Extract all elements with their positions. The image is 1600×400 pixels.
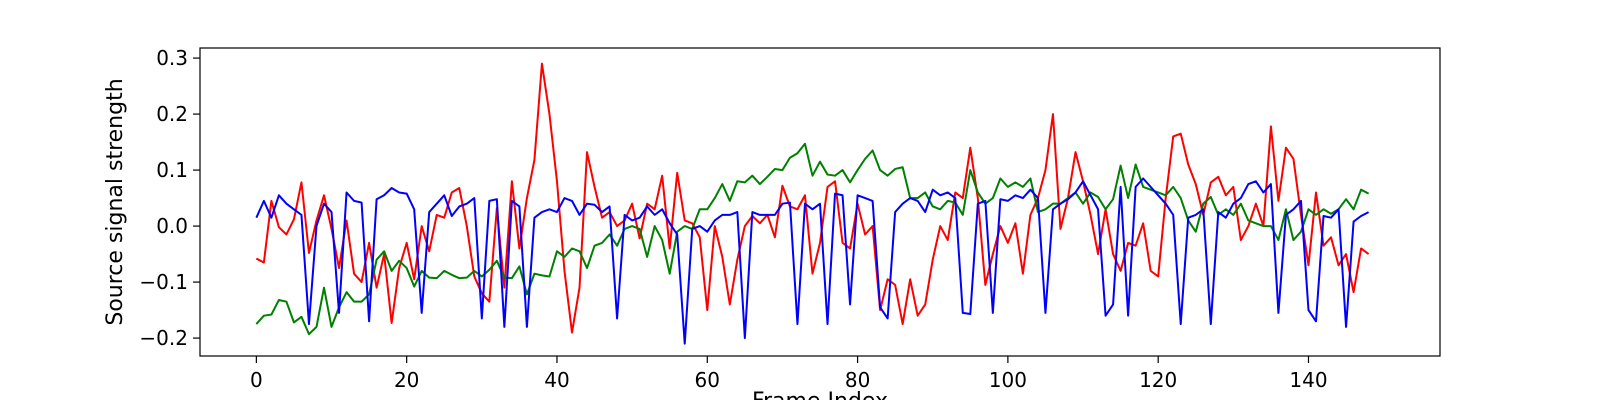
y-tick-label: −0.2 (139, 326, 188, 350)
series-line-0 (255, 62, 1370, 334)
y-tick-label: −0.1 (139, 270, 188, 294)
y-tick-label: 0.2 (156, 102, 188, 126)
y-tick-label: 0.0 (156, 214, 188, 238)
x-tick-label: 100 (989, 368, 1027, 392)
x-tick-label: 80 (845, 368, 870, 392)
y-axis-label: Source signal strength (103, 78, 128, 325)
plot-frame (199, 47, 1441, 357)
x-tick-label: 120 (1139, 368, 1177, 392)
x-axis-label: Frame Index (752, 389, 888, 400)
y-tick-label: 0.3 (156, 46, 188, 70)
x-tick-label: 40 (544, 368, 569, 392)
series-line-2 (255, 177, 1370, 345)
x-axis-ticks: 0 20 40 60 80 100 120 140 (250, 356, 1328, 392)
x-tick-label: 0 (250, 368, 263, 392)
plot-lines (255, 62, 1370, 345)
x-tick-label: 140 (1289, 368, 1327, 392)
series-line-1 (255, 142, 1370, 336)
y-axis-ticks: −0.2 −0.1 0.0 0.1 0.2 0.3 (139, 46, 200, 350)
x-tick-label: 20 (394, 368, 419, 392)
x-tick-label: 60 (695, 368, 720, 392)
y-tick-label: 0.1 (156, 158, 188, 182)
